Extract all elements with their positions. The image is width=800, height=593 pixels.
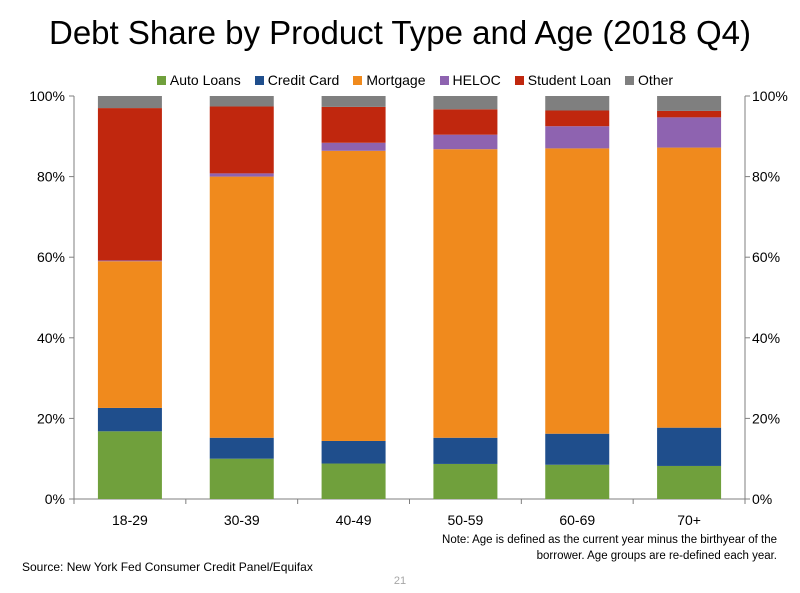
bar-segment (209, 96, 274, 107)
y-tick-label-left: 60% (37, 249, 65, 265)
y-tick-label-left: 20% (37, 410, 65, 426)
bar-segment (209, 106, 274, 174)
bar-segment (657, 427, 722, 466)
bar-segment (209, 458, 274, 499)
y-tick-label-left: 0% (45, 491, 65, 507)
bar-segment (545, 148, 610, 434)
bar-segment (97, 407, 162, 432)
legend-item: HELOC (439, 72, 501, 88)
bar-segment (321, 463, 386, 499)
x-tick-label: 50-59 (448, 512, 484, 528)
bar-segment (97, 108, 162, 261)
legend-label: Mortgage (366, 72, 426, 88)
bar-segment (321, 106, 386, 143)
y-tick-label-left: 80% (37, 169, 65, 185)
bar-segment (433, 134, 498, 150)
legend-swatch (254, 75, 264, 85)
bar-segment (321, 150, 386, 441)
x-tick-label: 30-39 (224, 512, 260, 528)
y-tick-label-right: 0% (752, 491, 772, 507)
bar-segment (657, 117, 722, 148)
y-tick-label-left: 100% (29, 88, 65, 104)
bar-segment (209, 437, 274, 459)
chart-legend: Auto Loans Credit Card Mortgage HELOC Studen… (90, 70, 740, 90)
y-tick-label-left: 40% (37, 330, 65, 346)
bar-segment (433, 96, 498, 110)
bar-segment (545, 110, 610, 127)
bar-segment (321, 142, 386, 151)
legend-swatch (514, 75, 524, 85)
y-tick-label-right: 40% (752, 330, 780, 346)
bar-segment (657, 110, 722, 118)
bar-segment (433, 109, 498, 135)
legend-item: Credit Card (254, 72, 340, 88)
bar-segment (321, 440, 386, 464)
bar-segment (657, 147, 722, 428)
legend-item: Student Loan (514, 72, 612, 88)
source-text: Source: New York Fed Consumer Credit Pan… (22, 560, 313, 574)
bar-segment (97, 431, 162, 499)
legend-swatch (439, 75, 449, 85)
bar-segment (433, 437, 498, 464)
chart-title: Debt Share by Product Type and Age (2018… (48, 14, 751, 51)
bar-segment (545, 433, 610, 465)
legend-label: HELOC (452, 72, 501, 88)
legend-swatch (353, 75, 363, 85)
y-tick-label-right: 80% (752, 169, 780, 185)
y-tick-label-right: 60% (752, 249, 780, 265)
x-tick-label: 70+ (677, 512, 701, 528)
legend-label: Student Loan (527, 72, 612, 88)
legend-item: Mortgage (353, 72, 426, 88)
chart-note: Note: Age is defined as the current year… (442, 534, 777, 562)
bar-segment (97, 96, 162, 109)
y-tick-label-right: 100% (752, 88, 788, 104)
bar-segment (433, 149, 498, 438)
page-number: 21 (393, 575, 407, 587)
bar-segment (545, 96, 610, 111)
legend-item: Other (625, 72, 673, 88)
legend-swatch (156, 75, 166, 85)
x-tick-label: 60-69 (559, 512, 595, 528)
bar-segment (433, 463, 498, 499)
bar-segment (97, 260, 162, 262)
bar-segment (657, 96, 722, 111)
y-tick-label-right: 20% (752, 410, 780, 426)
bar-segment (97, 261, 162, 408)
bar-segment (209, 176, 274, 438)
bar-segment (657, 465, 722, 499)
legend-item: Auto Loans (156, 72, 241, 88)
bar-segment (545, 126, 610, 149)
legend-label: Other (638, 72, 674, 88)
bar-segment (321, 96, 386, 107)
x-tick-label: 18-29 (112, 512, 148, 528)
legend-swatch (625, 75, 635, 85)
bar-segment (209, 173, 274, 177)
legend-label: Credit Card (267, 72, 340, 88)
legend-label: Auto Loans (169, 72, 241, 88)
x-tick-label: 40-49 (336, 512, 372, 528)
bar-segment (545, 464, 610, 499)
